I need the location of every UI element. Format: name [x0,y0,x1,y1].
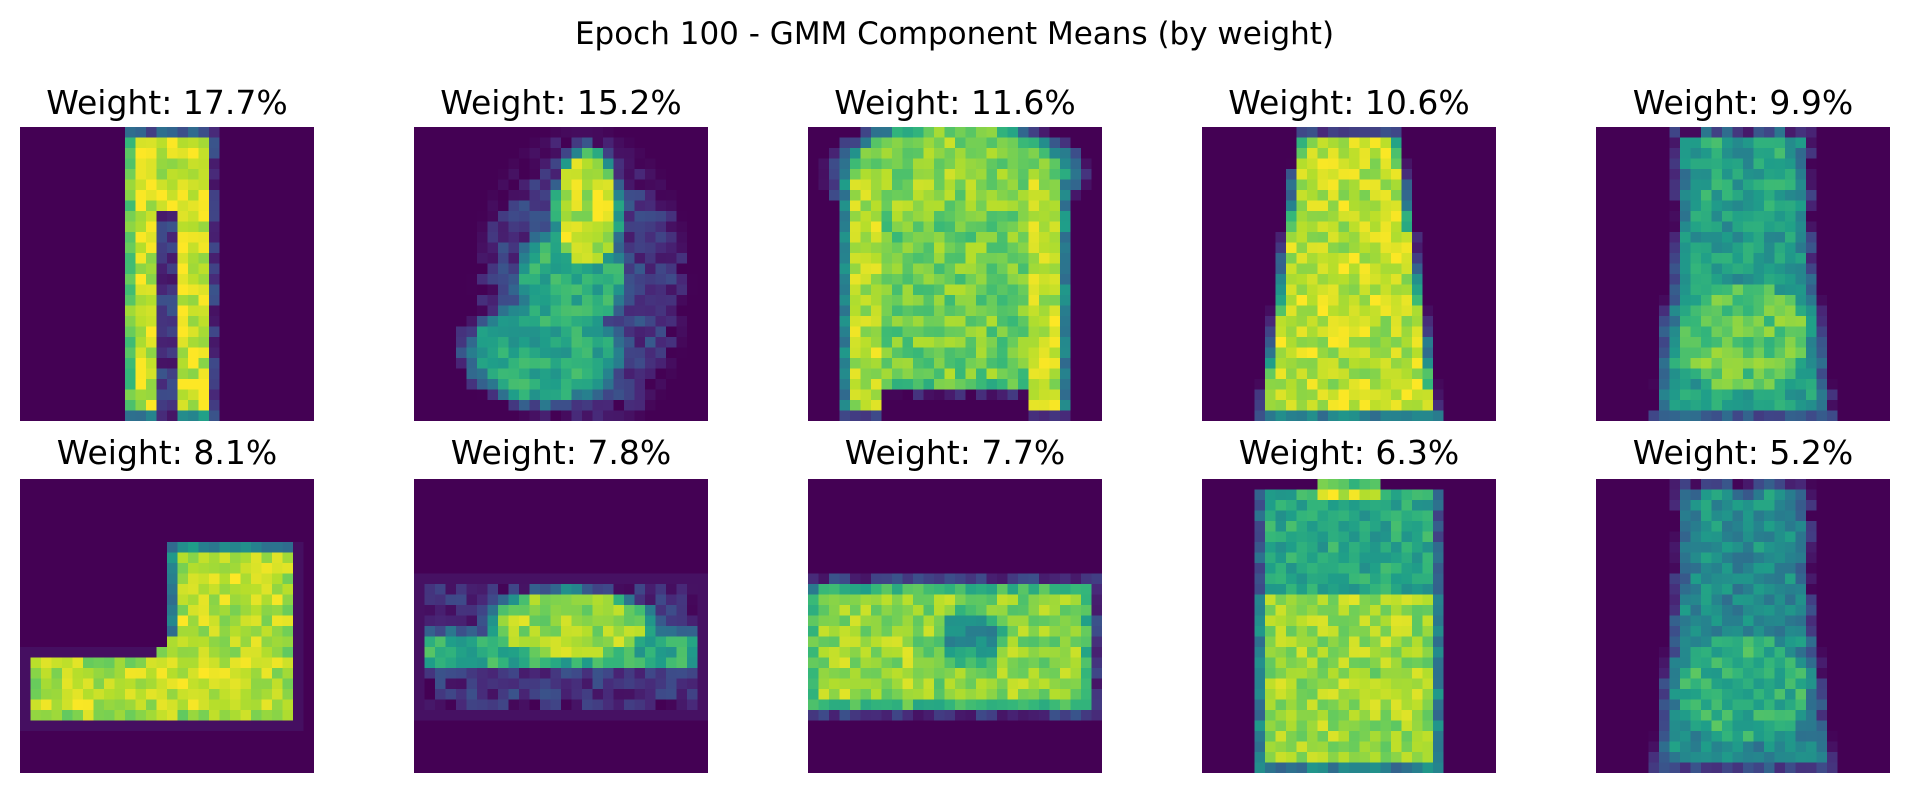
panel-title: Weight: 11.6% [834,83,1076,122]
component-mean-heatmap [1596,479,1890,773]
figure-title: Epoch 100 - GMM Component Means (by weig… [574,16,1335,52]
component-mean-heatmap [808,479,1102,773]
panel-title: Weight: 15.2% [440,83,682,122]
panel-title: Weight: 9.9% [1632,83,1854,122]
panel-title: Weight: 5.2% [1632,433,1854,472]
component-mean-heatmap [1202,479,1496,773]
component-mean-heatmap [808,127,1102,421]
component-mean-heatmap [20,479,314,773]
panel-title: Weight: 7.8% [450,433,672,472]
component-mean-heatmap [1596,127,1890,421]
panel-title: Weight: 17.7% [46,83,288,122]
panel-title: Weight: 8.1% [56,433,278,472]
component-mean-heatmap [414,479,708,773]
component-mean-heatmap [1202,127,1496,421]
component-mean-heatmap [414,127,708,421]
panel-title: Weight: 7.7% [844,433,1066,472]
panel-title: Weight: 10.6% [1228,83,1470,122]
panel-title: Weight: 6.3% [1238,433,1460,472]
component-mean-heatmap [20,127,314,421]
